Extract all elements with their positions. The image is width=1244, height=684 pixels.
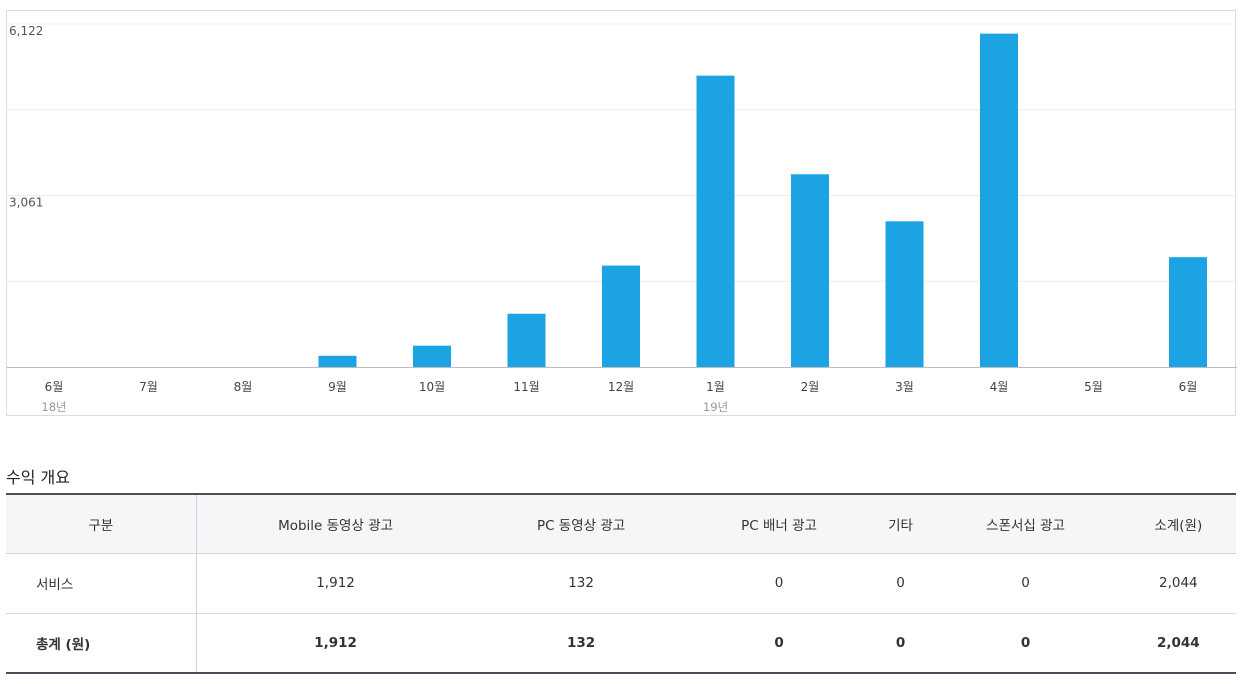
- header-category: 구분: [6, 494, 197, 554]
- bar: [1169, 257, 1207, 367]
- table-row-total: 총계 (원) 1,912 132 0 0 0 2,044: [6, 613, 1236, 673]
- x-tick-label: 1월: [706, 380, 725, 394]
- header-mobile-video: Mobile 동영상 광고: [196, 494, 475, 554]
- x-tick-label: 12월: [608, 380, 634, 394]
- chart-canvas: 6,122 3,061 6월 18년 7월 8월 9월 10월 11월 12월 1월 19년 2월 3월 4…: [7, 23, 1237, 414]
- bar: [885, 221, 924, 367]
- x-tick-label: 9월: [328, 380, 347, 394]
- x-tick-label: 8월: [234, 380, 253, 394]
- table-cell: 2,044: [1156, 634, 1200, 651]
- header-sponsorship: 스폰서십 광고: [930, 494, 1121, 554]
- header-other: 기타: [870, 494, 931, 554]
- table-cell: 1,912: [196, 553, 475, 614]
- x-tick-label: 4월: [990, 380, 1009, 394]
- table-cell: 0: [930, 553, 1121, 614]
- table-cell: 132: [474, 553, 688, 614]
- table-header-row: 구분 Mobile 동영상 광고 PC 동영상 광고 PC 배너 광고 기타 스…: [6, 494, 1236, 554]
- bar: [791, 174, 829, 367]
- bar: [602, 265, 640, 367]
- table-cell: 0: [687, 553, 871, 614]
- row-label: 총계 (원): [6, 613, 197, 673]
- revenue-bar-chart: 6,122 3,061 6월 18년 7월 8월 9월 10월 11월 12월 1월 19년 2월 3월 4…: [6, 10, 1237, 416]
- x-tick-label: 3월: [895, 380, 914, 394]
- bar: [980, 33, 1018, 367]
- header-pc-banner: PC 배너 광고: [687, 494, 871, 554]
- y-tick-label: 6,122: [9, 24, 43, 38]
- x-tick-label: 11월: [513, 380, 539, 394]
- x-tick-label: 2월: [801, 380, 820, 394]
- x-tick-label: 5월: [1084, 380, 1103, 394]
- x-tick-label: 6월: [1179, 380, 1198, 394]
- table-cell: 0: [774, 634, 784, 651]
- bar: [696, 75, 735, 368]
- x-year-label: 19년: [703, 400, 728, 414]
- table-cell: 0: [895, 634, 906, 651]
- table-cell: 132: [566, 634, 596, 651]
- bar: [413, 345, 451, 367]
- y-tick-label: 3,061: [9, 196, 43, 210]
- x-tick-label: 6월: [45, 380, 64, 394]
- table-cell: 0: [1020, 634, 1031, 651]
- x-year-label: 18년: [41, 400, 66, 414]
- header-subtotal: 소계(원): [1120, 494, 1236, 554]
- bar: [507, 313, 546, 367]
- x-tick-label: 10월: [419, 380, 445, 394]
- table-cell: 1,912: [314, 634, 357, 651]
- table-row: 서비스 1,912 132 0 0 0 2,044: [6, 553, 1236, 614]
- table-cell: 0: [870, 553, 931, 614]
- x-tick-label: 7월: [139, 380, 158, 394]
- header-pc-video: PC 동영상 광고: [474, 494, 688, 554]
- table-cell: 2,044: [1120, 553, 1236, 614]
- row-label: 서비스: [6, 553, 197, 614]
- summary-title: 수익 개요: [6, 468, 70, 487]
- bar: [318, 355, 357, 367]
- revenue-summary-table: 구분 Mobile 동영상 광고 PC 동영상 광고 PC 배너 광고 기타 스…: [6, 493, 1236, 674]
